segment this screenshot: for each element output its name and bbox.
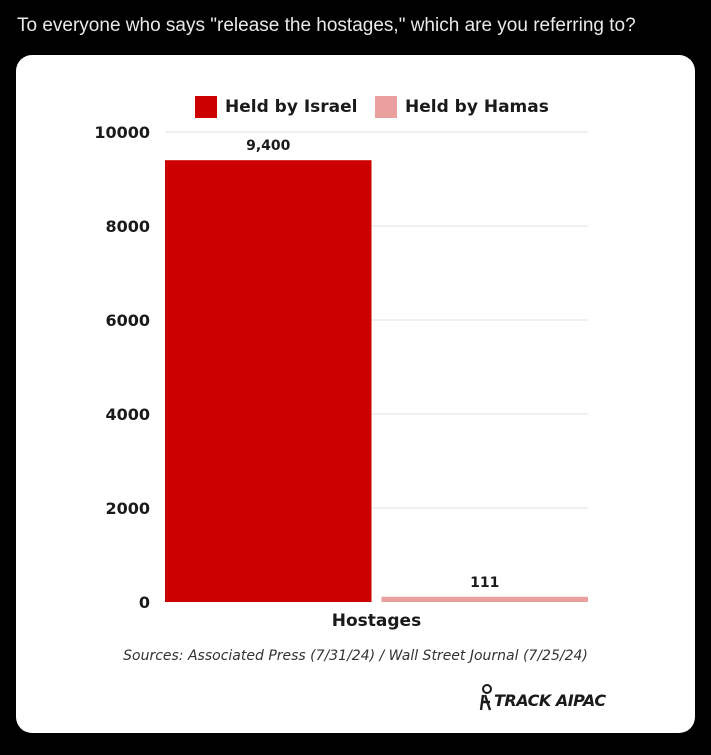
y-tick-label: 0 xyxy=(139,593,150,612)
legend-swatch-israel xyxy=(195,96,217,118)
x-axis-label: Hostages xyxy=(332,611,421,631)
y-tick-label: 4000 xyxy=(105,405,150,424)
bar-held-by-hamas xyxy=(381,596,588,602)
bar-chart: 0 2000 4000 6000 8000 10000 9,400 111 Hostages xyxy=(94,123,588,631)
y-tick-label: 2000 xyxy=(105,499,150,518)
brand-text: TRACK AIPAC xyxy=(494,691,606,710)
y-tick-label: 8000 xyxy=(105,217,150,236)
y-tick-label: 10000 xyxy=(94,123,150,142)
y-tick-label: 6000 xyxy=(105,311,150,330)
brand: TRACK AIPAC xyxy=(478,683,606,713)
legend-label-hamas: Held by Hamas xyxy=(405,97,549,117)
bar-held-by-israel xyxy=(165,160,372,602)
data-label: 9,400 xyxy=(246,138,291,154)
data-label: 111 xyxy=(470,575,499,591)
chart-legend: Held by Israel Held by Hamas xyxy=(16,92,695,122)
legend-swatch-hamas xyxy=(375,96,397,118)
track-aipac-logo-icon xyxy=(479,684,492,711)
legend-label-israel: Held by Israel xyxy=(225,97,358,117)
chart-image-card[interactable]: Held by Israel Held by Hamas 0 2000 4000 60… xyxy=(16,55,695,733)
sources-caption: Sources: Associated Press (7/31/24) / Wa… xyxy=(123,648,588,664)
post-text: To everyone who says "release the hostag… xyxy=(17,15,636,36)
